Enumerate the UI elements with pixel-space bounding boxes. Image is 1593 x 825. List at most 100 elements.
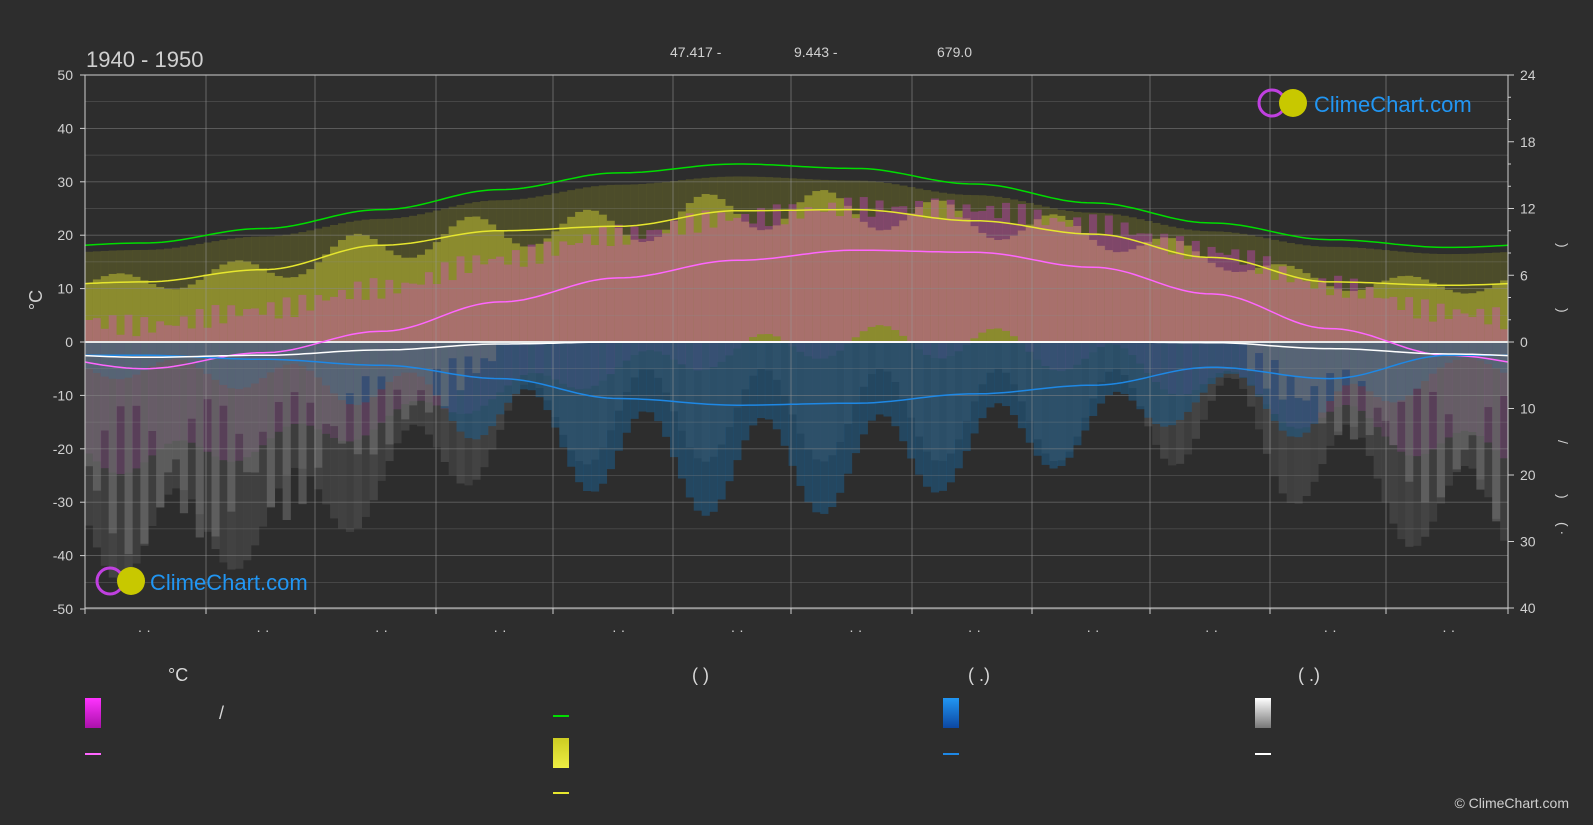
temp-range-band xyxy=(772,204,781,337)
temp-range-band xyxy=(938,219,948,359)
snow-band xyxy=(179,342,189,514)
sunshine-band xyxy=(859,221,868,342)
snow-band xyxy=(92,342,102,491)
temp-range-band xyxy=(535,263,544,374)
rain-band xyxy=(883,342,892,417)
temp-range-band xyxy=(559,241,568,384)
sunshine-band xyxy=(1460,293,1469,342)
legend-sunshine-swatch xyxy=(553,738,569,768)
sunshine-band xyxy=(480,219,489,342)
sunshine-band xyxy=(1120,251,1129,342)
sunshine-band xyxy=(385,250,394,342)
sunshine-band xyxy=(654,236,663,342)
snow-band xyxy=(345,342,355,394)
rain-band xyxy=(1183,342,1193,412)
precip-band xyxy=(219,342,228,563)
snow-band xyxy=(187,342,196,419)
snow-band xyxy=(480,342,489,359)
snow-band xyxy=(203,342,212,400)
sunshine-band xyxy=(274,276,283,342)
rain-band xyxy=(464,342,473,439)
sunshine-band xyxy=(1468,293,1477,342)
right-tick-label: 24 xyxy=(1520,67,1536,83)
snow-band xyxy=(1270,342,1280,361)
temp-range-band xyxy=(883,212,892,327)
month-tick-label: · · xyxy=(1442,622,1455,638)
temp-range-band xyxy=(1033,209,1042,360)
temp-range-band xyxy=(1065,226,1074,370)
rain-band xyxy=(630,342,639,419)
temp-range-band xyxy=(859,197,868,332)
sunshine-band xyxy=(741,221,750,342)
temp-range-band xyxy=(962,204,971,346)
rain-band xyxy=(1152,342,1161,424)
rain-band xyxy=(962,342,971,452)
rain-band xyxy=(820,342,829,514)
sunshine-band xyxy=(677,211,687,342)
temp-range-band xyxy=(1231,249,1240,373)
daily-bands xyxy=(85,176,1509,582)
rain-band xyxy=(575,342,584,483)
sunshine-band xyxy=(1160,237,1169,342)
rain-band xyxy=(488,342,497,427)
precip-band xyxy=(132,342,141,564)
snow-band xyxy=(417,342,426,391)
temp-range-band xyxy=(1081,233,1090,359)
snow-band xyxy=(1389,342,1398,446)
snow-band xyxy=(290,342,299,393)
sunshine-band xyxy=(179,287,189,342)
temp-range-band xyxy=(693,232,702,371)
sunshine-band xyxy=(1231,272,1240,342)
legend-snow-header: ( .) xyxy=(1298,665,1320,685)
rain-band xyxy=(1017,342,1027,429)
snow-band xyxy=(488,342,497,362)
rain-band xyxy=(954,342,963,469)
sunshine-band xyxy=(1373,283,1382,342)
snow-band xyxy=(164,342,173,473)
snow-band xyxy=(1373,342,1382,408)
snow-band xyxy=(235,342,244,434)
temp-range-band xyxy=(606,245,615,375)
sunshine-band xyxy=(417,254,426,342)
temp-range-band xyxy=(646,230,655,351)
left-tick-label: 40 xyxy=(57,120,73,136)
sunshine-band xyxy=(330,246,339,342)
temp-range-band xyxy=(670,220,679,360)
sunshine-band xyxy=(1255,267,1264,342)
temp-range-band xyxy=(1128,234,1137,355)
temp-range-band xyxy=(440,262,449,410)
sunshine-band xyxy=(875,230,884,342)
snow-band xyxy=(132,342,141,406)
rain-band xyxy=(749,342,758,426)
temp-range-band xyxy=(1057,221,1066,372)
temp-range-band xyxy=(677,234,687,365)
snow-band xyxy=(1326,342,1335,374)
sunshine-band xyxy=(1294,268,1303,342)
snow-band xyxy=(1484,342,1493,408)
temp-range-band xyxy=(764,226,774,335)
temp-range-band xyxy=(456,256,465,414)
sunshine-band xyxy=(994,240,1003,342)
logo-sun-icon xyxy=(117,567,145,595)
temp-range-band xyxy=(701,210,710,370)
snow-band xyxy=(251,342,260,473)
snow-band xyxy=(298,342,307,505)
temp-range-band xyxy=(922,218,932,355)
rain-band xyxy=(551,342,560,428)
left-axis-label: °C xyxy=(26,290,46,310)
legend-daylight-line-swatch xyxy=(553,715,569,717)
temp-range-band xyxy=(567,244,576,388)
temp-range-band xyxy=(717,212,726,362)
rain-band xyxy=(717,342,726,500)
rain-band xyxy=(646,342,655,413)
sunshine-band xyxy=(986,237,995,342)
sunshine-band xyxy=(583,209,592,342)
snow-band xyxy=(1255,342,1264,354)
sunshine-band xyxy=(1128,249,1137,342)
left-tick-label: 30 xyxy=(57,174,73,190)
snow-band xyxy=(1278,342,1287,400)
sunshine-band xyxy=(638,242,647,342)
rain-band xyxy=(843,342,853,474)
sunshine-band xyxy=(567,216,576,342)
watermark-text: ClimeChart.com xyxy=(150,570,308,595)
